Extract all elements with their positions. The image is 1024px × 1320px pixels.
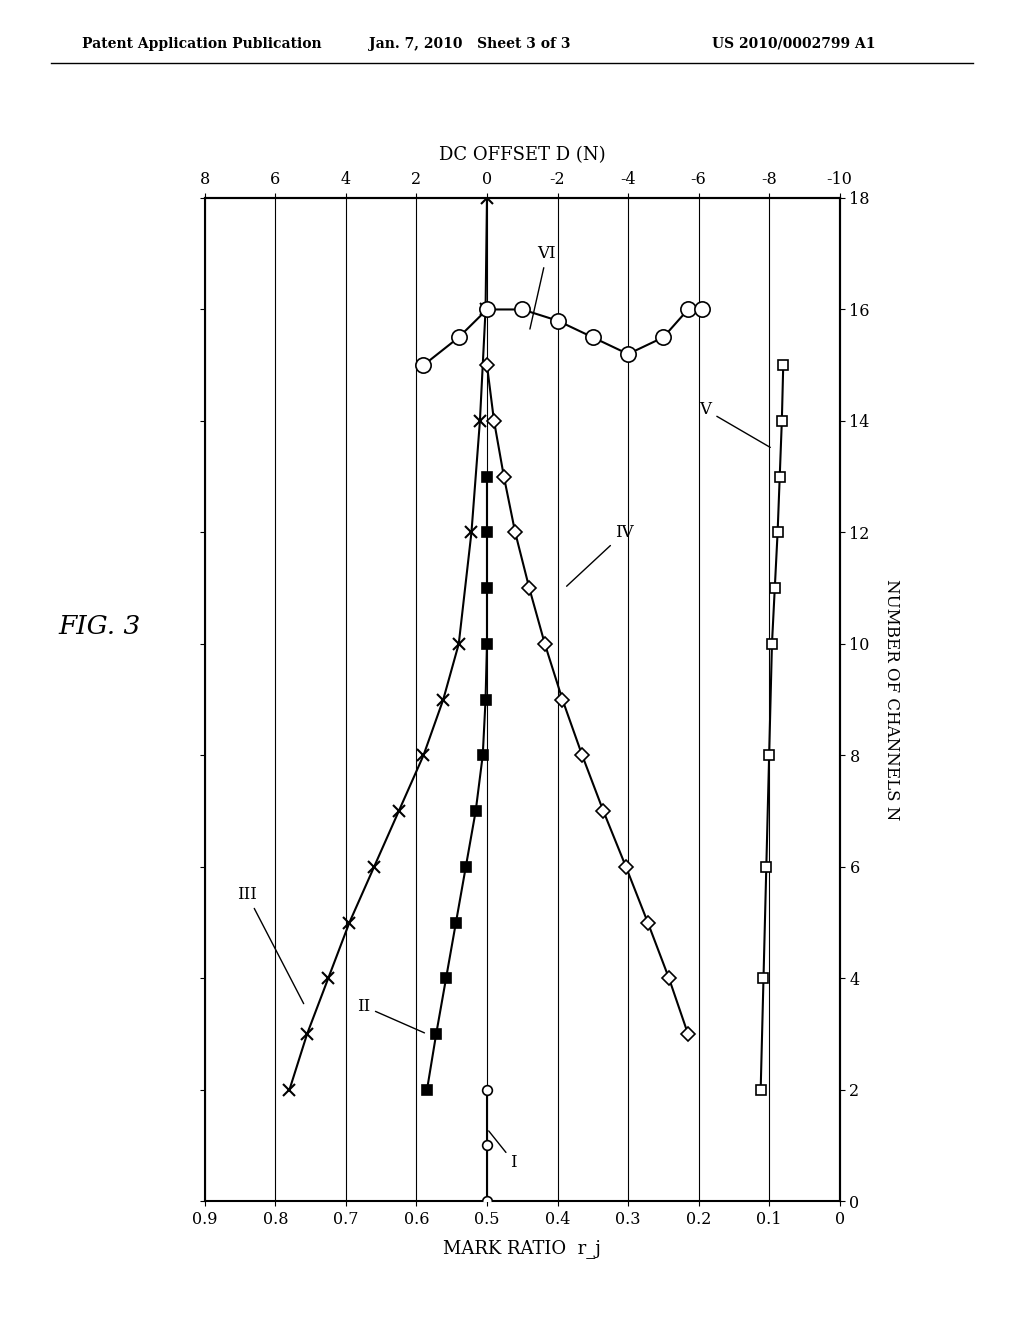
Text: II: II bbox=[357, 998, 425, 1032]
Text: III: III bbox=[238, 886, 304, 1003]
Text: Patent Application Publication: Patent Application Publication bbox=[82, 37, 322, 50]
X-axis label: MARK RATIO  r_j: MARK RATIO r_j bbox=[443, 1239, 601, 1258]
Text: IV: IV bbox=[566, 524, 634, 586]
Text: I: I bbox=[488, 1131, 517, 1171]
Text: FIG. 3: FIG. 3 bbox=[58, 614, 140, 639]
X-axis label: DC OFFSET D (N): DC OFFSET D (N) bbox=[439, 147, 605, 164]
Y-axis label: NUMBER OF CHANNELS N: NUMBER OF CHANNELS N bbox=[884, 579, 900, 820]
Text: VI: VI bbox=[529, 246, 556, 329]
Text: Jan. 7, 2010   Sheet 3 of 3: Jan. 7, 2010 Sheet 3 of 3 bbox=[369, 37, 570, 50]
Text: V: V bbox=[699, 401, 770, 447]
Text: US 2010/0002799 A1: US 2010/0002799 A1 bbox=[712, 37, 876, 50]
